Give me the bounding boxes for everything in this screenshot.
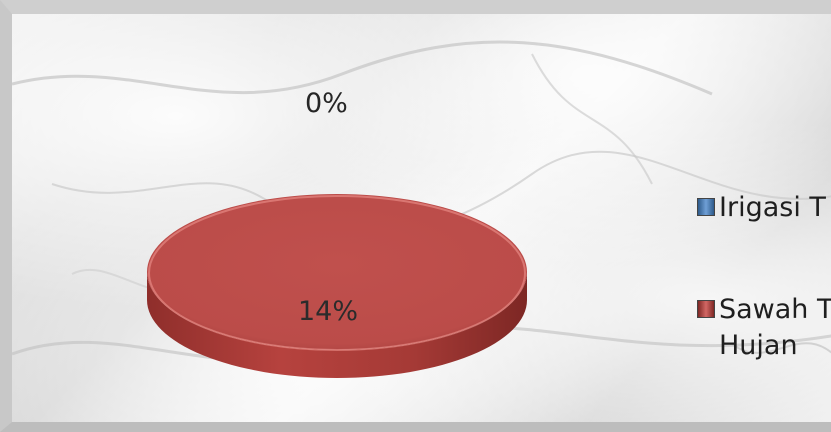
data-label-main: 14% — [298, 296, 359, 327]
pie-slice-highlight — [148, 195, 526, 351]
legend-swatch-blue — [697, 198, 715, 216]
legend-item-sawah: Sawah T Hujan — [697, 292, 831, 364]
legend-item-irigasi: Irigasi T — [697, 190, 831, 226]
pie-slice-side — [147, 272, 527, 378]
data-label-zero: 0% — [305, 88, 348, 119]
legend-label: Irigasi T — [719, 192, 826, 223]
legend-swatch-red — [697, 300, 715, 318]
pie-slice-1 — [147, 194, 527, 350]
legend-label: Sawah T Hujan — [719, 294, 831, 361]
